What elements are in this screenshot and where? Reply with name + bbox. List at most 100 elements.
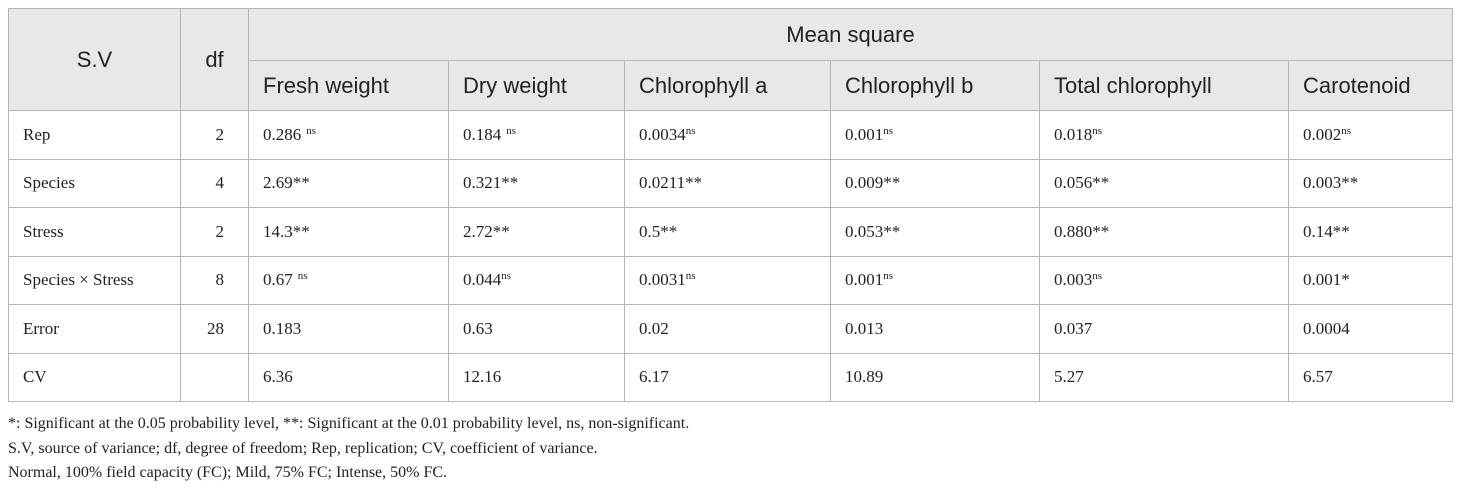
cell-value: 0.018 xyxy=(1054,124,1093,144)
cell-value: 0.056** xyxy=(1054,173,1110,193)
table-row: CV 6.36 12.16 6.17 10.89 5.27 6.57 xyxy=(8,352,1454,402)
significance-mark: ns xyxy=(1092,270,1103,283)
significance-mark: ns xyxy=(501,270,512,283)
cell-value: 12.16 xyxy=(463,367,502,387)
row-label: Species × Stress xyxy=(8,255,181,305)
df-cell xyxy=(180,352,249,402)
significance-mark: ns xyxy=(1341,124,1352,137)
row-label: Species xyxy=(8,158,181,208)
value-cell: 0.002ns xyxy=(1287,110,1454,160)
column-header: Carotenoid xyxy=(1287,60,1454,111)
value-cell: 0.037 xyxy=(1039,304,1289,354)
row-label: Stress xyxy=(8,207,181,257)
table-row: Species 4 2.69** 0.321** 0.0211** 0.009** 0.05… xyxy=(8,158,1454,208)
value-cell: 0.044ns xyxy=(448,255,625,305)
value-cell: 0.0031ns xyxy=(624,255,831,305)
significance-mark: ns xyxy=(883,124,894,137)
significance-mark: ns xyxy=(297,270,308,283)
row-label: Error xyxy=(8,304,181,354)
column-header: Chlorophyll a xyxy=(624,60,831,111)
value-cell: 10.89 xyxy=(830,352,1040,402)
df-cell: 8 xyxy=(180,255,249,305)
value-cell: 5.27 xyxy=(1039,352,1289,402)
cell-value: 6.17 xyxy=(639,367,669,387)
column-header: Total chlorophyll xyxy=(1039,60,1289,111)
value-cell: 0.184 ns xyxy=(448,110,625,160)
cell-value: 0.003** xyxy=(1303,173,1359,193)
value-cell: 0.5** xyxy=(624,207,831,257)
value-cell: 0.009** xyxy=(830,158,1040,208)
value-cell: 2.72** xyxy=(448,207,625,257)
value-cell: 0.321** xyxy=(448,158,625,208)
cell-value: 0.001* xyxy=(1303,270,1350,290)
value-cell: 0.63 xyxy=(448,304,625,354)
header-cell: S.V xyxy=(8,8,181,111)
cell-value: 0.001 xyxy=(845,270,884,290)
cell-value: 0.0004 xyxy=(1303,318,1350,338)
table-row: Error 28 0.183 0.63 0.02 0.013 0.037 0.0004 xyxy=(8,304,1454,354)
value-cell: 14.3** xyxy=(248,207,449,257)
cell-value: 0.63 xyxy=(463,318,493,338)
value-cell: 0.0004 xyxy=(1287,304,1454,354)
header-group: Mean square xyxy=(247,8,1454,61)
cell-value: 0.183 xyxy=(263,318,302,338)
value-cell: 0.056** xyxy=(1039,158,1289,208)
cell-value: 2.72** xyxy=(463,221,510,241)
table-header: S.V df Mean square Fresh weight Dry weigh… xyxy=(8,8,1454,111)
value-cell: 0.001* xyxy=(1287,255,1454,305)
table-container: S.V df Mean square Fresh weight Dry weigh… xyxy=(8,8,1454,486)
df-cell: 2 xyxy=(180,110,249,160)
header-row: S.V df Mean square xyxy=(8,8,1454,111)
cell-value: 0.0031 xyxy=(639,270,686,290)
header-cell: df xyxy=(180,8,249,111)
cell-value: 6.57 xyxy=(1303,367,1333,387)
value-cell: 0.14** xyxy=(1287,207,1454,257)
column-header: Fresh weight xyxy=(248,60,449,111)
significance-mark: ns xyxy=(685,270,696,283)
cell-value: 0.001 xyxy=(845,124,884,144)
value-cell: 0.003** xyxy=(1287,158,1454,208)
value-cell: 0.013 xyxy=(830,304,1040,354)
footnote: *: Significant at the 0.05 probability l… xyxy=(8,415,690,432)
cell-value: 0.044 xyxy=(463,270,502,290)
footnote: S.V, source of variance; df, degree of f… xyxy=(8,439,598,457)
cell-value: 2.69** xyxy=(263,173,310,193)
cell-value: 6.36 xyxy=(263,367,293,387)
table-body: Rep 2 0.286 ns 0.184 ns 0.0034ns 0.001ns 0.018ns… xyxy=(8,110,1454,402)
value-cell: 0.02 xyxy=(624,304,831,354)
cell-value: 5.27 xyxy=(1054,367,1084,387)
cell-value: 0.037 xyxy=(1054,318,1093,338)
value-cell: 6.36 xyxy=(248,352,449,402)
df-cell: 4 xyxy=(180,158,249,208)
significance-mark: ns xyxy=(685,124,696,137)
value-cell: 0.0211** xyxy=(624,158,831,208)
df-cell: 2 xyxy=(180,207,249,257)
df-cell: 28 xyxy=(180,304,249,354)
significance-mark: ns xyxy=(306,124,317,137)
cell-value: 0.0034 xyxy=(639,124,686,144)
cell-value: 0.003 xyxy=(1054,270,1093,290)
anova-table: S.V df Mean square Fresh weight Dry weigh… xyxy=(8,8,1454,402)
value-cell: 12.16 xyxy=(448,352,625,402)
table-row: Stress 2 14.3** 2.72** 0.5** 0.053** 0.880** 0.… xyxy=(8,207,1454,257)
value-cell: 0.003ns xyxy=(1039,255,1289,305)
value-cell: 0.018ns xyxy=(1039,110,1289,160)
cell-value: 0.002 xyxy=(1303,124,1342,144)
value-cell: 0.67 ns xyxy=(248,255,449,305)
cell-value: 14.3** xyxy=(263,221,310,241)
cell-value: 0.5** xyxy=(639,221,678,241)
value-cell: 6.17 xyxy=(624,352,831,402)
cell-value: 0.009** xyxy=(845,173,901,193)
significance-mark: ns xyxy=(883,270,894,283)
significance-mark: ns xyxy=(506,124,517,137)
column-header: Chlorophyll b xyxy=(830,60,1040,111)
value-cell: 0.001ns xyxy=(830,110,1040,160)
table-row: Species × Stress 8 0.67 ns 0.044ns 0.0031ns 0.… xyxy=(8,255,1454,305)
cell-value: 0.02 xyxy=(639,318,669,338)
cell-value: 0.67 xyxy=(263,270,293,290)
value-cell: 0.286 ns xyxy=(248,110,449,160)
cell-value: 10.89 xyxy=(845,367,884,387)
footnote: Normal, 100% field capacity (FC); Mild, … xyxy=(8,464,448,481)
cell-value: 0.013 xyxy=(845,318,884,338)
